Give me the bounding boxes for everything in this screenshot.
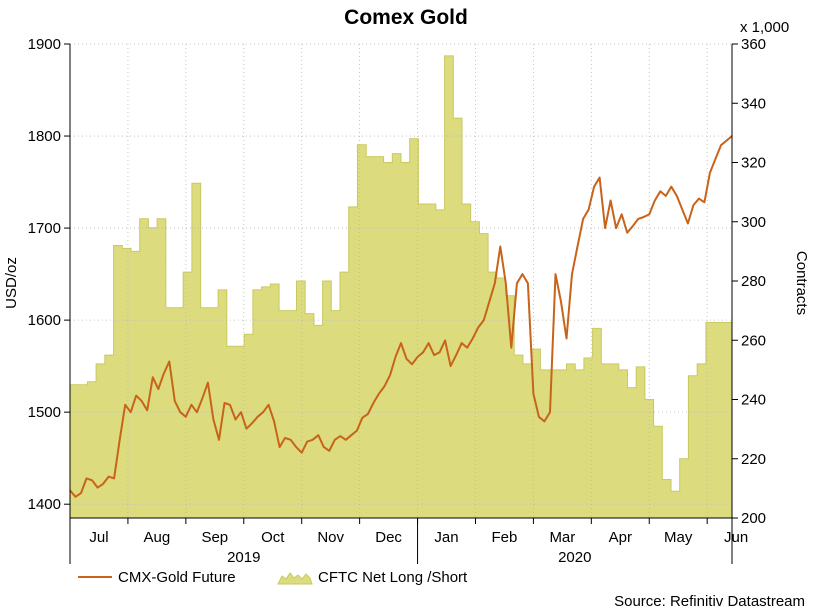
right-tick-label: 340 xyxy=(741,95,766,112)
x-tick-label: Dec xyxy=(375,529,402,546)
x-tick-label: May xyxy=(664,529,693,546)
right-tick-label: 200 xyxy=(741,510,766,527)
legend-cftc-label: CFTC Net Long /Short xyxy=(318,569,468,586)
x-tick-label: Nov xyxy=(317,529,344,546)
x-tick-label: Jul xyxy=(89,529,108,546)
chart-title: Comex Gold xyxy=(344,6,468,29)
x-tick-label: Mar xyxy=(549,529,575,546)
legend: CMX-Gold Future CFTC Net Long /Short xyxy=(78,569,468,586)
x-axis-ticks: Jul Aug Sep Oct Nov Dec Jan Feb Mar Apr May Jun 2019… xyxy=(69,518,748,566)
x-tick-label: Jan xyxy=(434,529,458,546)
left-axis-title: USD/oz xyxy=(3,257,20,309)
cftc-area xyxy=(69,55,733,519)
legend-gold-label: CMX-Gold Future xyxy=(118,569,236,586)
left-tick-label: 1900 xyxy=(28,36,61,53)
right-tick-label: 360 xyxy=(741,36,766,53)
right-axis-ticks: 200 220 240 260 280 300 320 340 360 xyxy=(732,36,766,527)
left-tick-label: 1500 xyxy=(28,404,61,421)
x-tick-label: Oct xyxy=(261,529,285,546)
cftc-series xyxy=(69,55,733,519)
right-axis-multiplier: x 1,000 xyxy=(740,19,789,36)
x-tick-label: Aug xyxy=(144,529,171,546)
right-tick-label: 260 xyxy=(741,332,766,349)
source-note: Source: Refinitiv Datastream xyxy=(614,593,805,610)
right-tick-label: 240 xyxy=(741,392,766,409)
right-tick-label: 280 xyxy=(741,273,766,290)
right-tick-label: 320 xyxy=(741,155,766,172)
grid-lines xyxy=(70,43,732,518)
x-tick-label: Apr xyxy=(609,529,632,546)
legend-cftc-swatch xyxy=(277,572,313,585)
x-tick-label: Sep xyxy=(201,529,228,546)
right-tick-label: 220 xyxy=(741,451,766,468)
gold-line xyxy=(69,135,733,498)
x-tick-label: Jun xyxy=(724,529,748,546)
gold-series xyxy=(69,135,733,498)
left-axis-ticks: 1400 1500 1600 1700 1800 1900 xyxy=(28,36,70,513)
year-label: 2019 xyxy=(227,549,260,566)
right-tick-label: 300 xyxy=(741,214,766,231)
year-label: 2020 xyxy=(558,549,591,566)
left-tick-label: 1700 xyxy=(28,220,61,237)
x-tick-label: Feb xyxy=(492,529,518,546)
left-tick-label: 1600 xyxy=(28,312,61,329)
left-tick-label: 1800 xyxy=(28,128,61,145)
right-axis-title: Contracts xyxy=(793,251,810,315)
left-tick-label: 1400 xyxy=(28,496,61,513)
